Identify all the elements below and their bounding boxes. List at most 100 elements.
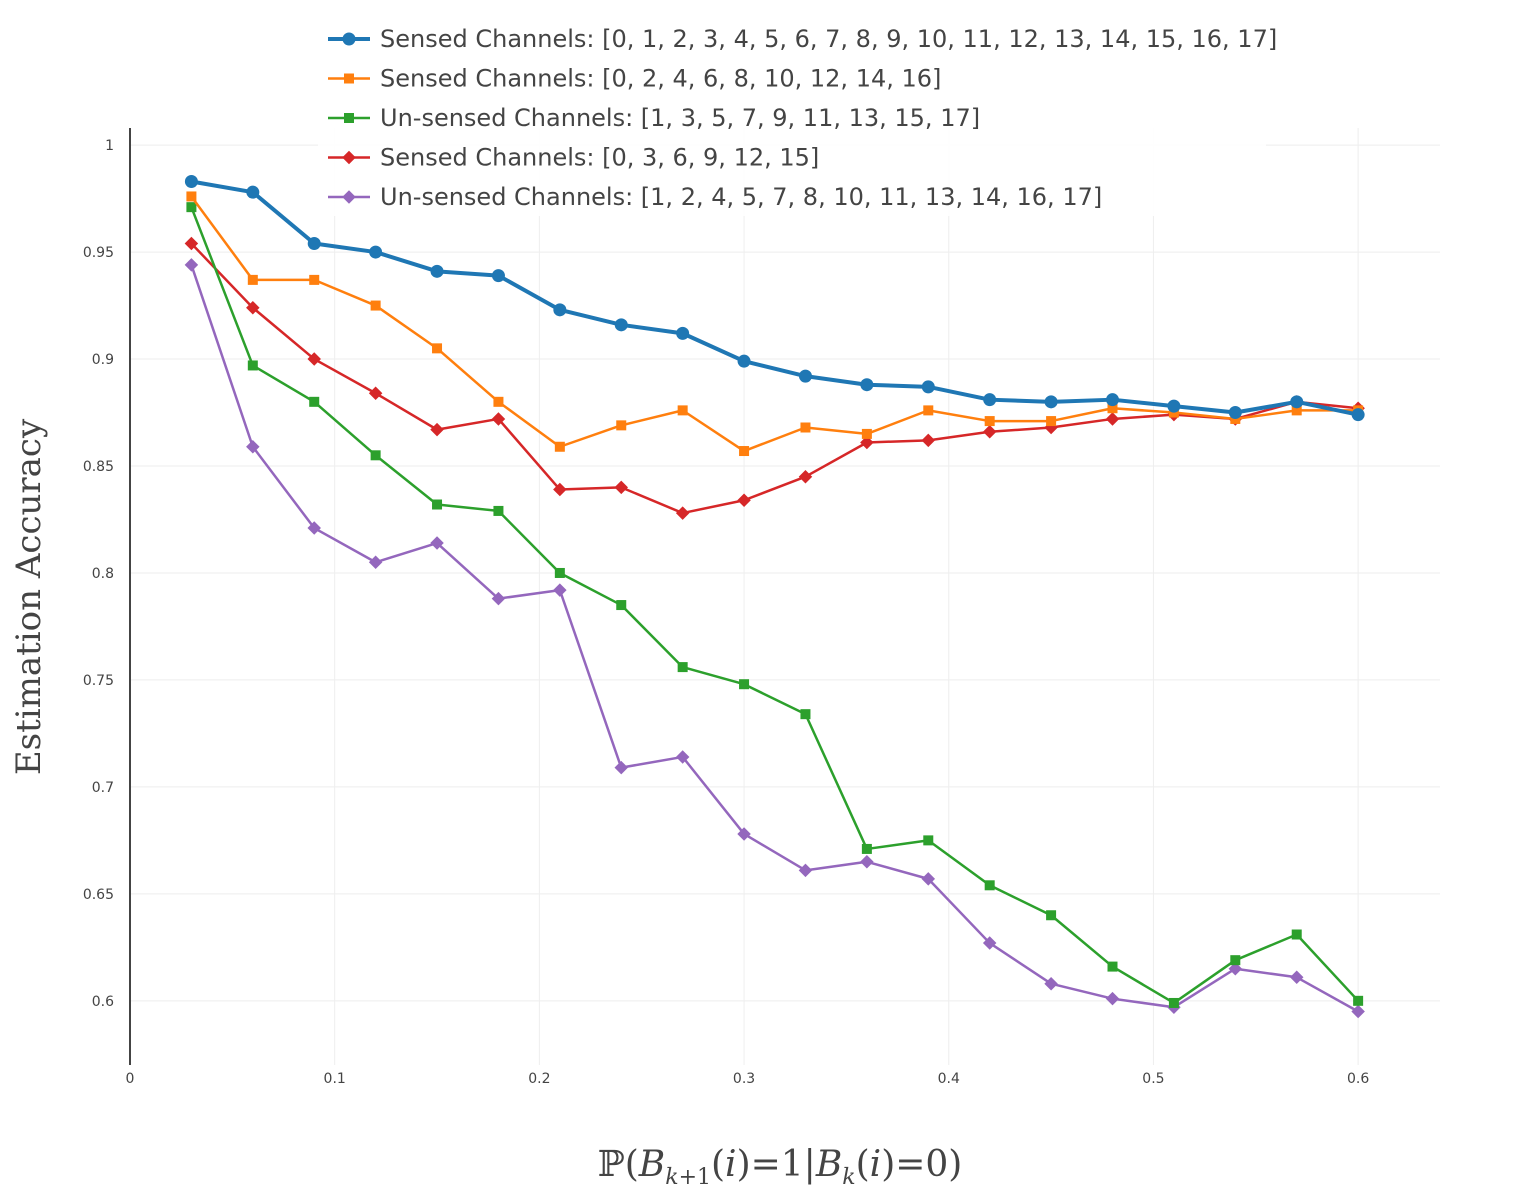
data-point [800,709,811,720]
legend-label: Un-sensed Channels: [1, 3, 5, 7, 9, 11, … [380,104,980,132]
y-tick-label: 0.75 [83,673,114,689]
x-tick-label: 0.2 [528,1071,550,1087]
data-point [984,880,995,891]
x-tick-label: 0.1 [324,1071,346,1087]
data-point [1228,406,1242,420]
series-3 [186,202,1364,1008]
data-point [676,326,690,340]
data-point [1351,1004,1365,1019]
data-point [247,360,258,371]
data-point [982,936,997,950]
data-point [1230,955,1241,966]
data-point [553,583,567,597]
legend-marker [342,32,356,46]
legend-marker [342,190,356,204]
data-point [246,300,260,315]
y-tick-label: 0.6 [92,994,114,1010]
data-point [1351,408,1365,422]
legend-marker [344,113,354,123]
data-point [184,174,198,188]
data-point [921,380,935,394]
data-point [307,521,321,535]
y-tick-label: 0.8 [92,566,114,582]
data-point [675,750,690,764]
data-point [309,396,320,407]
data-point [984,416,995,427]
data-point [614,480,628,495]
data-point [432,343,443,354]
data-point [368,386,383,401]
data-point [616,600,627,611]
x-axis-title: ℙ(Bk+1(i)=1|Bk(i)=0) [598,1144,963,1190]
x-tick-label: 0.3 [733,1071,755,1087]
data-point [1290,395,1304,409]
data-point [677,405,688,416]
x-tick-label: 0 [126,1071,135,1087]
legend-label: Sensed Channels: [0, 1, 2, 3, 4, 5, 6, 7… [380,25,1277,53]
data-point [1046,416,1057,427]
data-point [491,591,506,606]
legend-marker [342,150,356,165]
data-point [184,258,199,272]
data-point [1353,995,1364,1006]
data-point [1105,412,1120,426]
series-line [190,264,1359,1013]
data-point [983,393,997,407]
data-point [1106,393,1119,407]
data-point [798,369,812,383]
data-point [307,352,321,366]
data-point [798,469,813,484]
data-point [921,872,936,886]
series-line [190,195,1359,453]
data-point [430,536,444,550]
legend-item: Sensed Channels: [0, 3, 6, 9, 12, 15] [328,144,819,172]
series-line [190,206,1360,1005]
x-tick-label: 0.6 [1347,1071,1369,1087]
series-line [191,179,1359,417]
data-point [369,245,383,259]
data-point [368,555,383,570]
data-point [737,493,751,507]
data-point [1044,976,1058,991]
data-point [432,499,443,510]
data-point [737,827,751,841]
series-line [190,242,1359,515]
x-tick-label: 0.5 [1142,1071,1164,1087]
series-layer [184,174,1365,1019]
data-point [493,396,504,407]
legend-item: Un-sensed Channels: [1, 2, 4, 5, 7, 8, 1… [328,183,1102,211]
legend-label: Un-sensed Channels: [1, 2, 4, 5, 7, 8, 1… [380,183,1102,211]
data-point [677,662,688,673]
data-point [800,422,811,433]
data-point [739,446,750,457]
data-point [553,482,567,497]
legend-label: Sensed Channels: [0, 3, 6, 9, 12, 15] [380,144,819,172]
data-point [1044,395,1058,409]
data-point [861,428,872,439]
data-point [923,405,934,416]
data-point [1046,910,1057,921]
data-point [861,843,872,854]
legend-item: Sensed Channels: [0, 2, 4, 6, 8, 10, 12,… [328,65,941,93]
data-point [860,435,874,450]
data-point [737,354,751,368]
data-point [309,274,320,285]
data-point [184,236,199,251]
data-point [370,450,381,461]
data-point [186,191,197,202]
data-point [1107,961,1118,972]
data-point [1167,399,1181,413]
data-point [307,237,321,251]
y-axis-title: Estimation Accuracy [9,418,49,775]
y-tick-label: 0.9 [92,352,114,368]
legend-background [318,16,1266,216]
data-point [430,422,444,437]
series-5 [184,258,1365,1019]
data-point [739,679,750,690]
data-point [614,760,628,775]
y-tick-label: 0.65 [83,887,114,903]
data-point [921,433,936,448]
data-point [1291,929,1302,940]
y-tick-label: 0.85 [83,459,114,475]
data-point [186,202,197,213]
